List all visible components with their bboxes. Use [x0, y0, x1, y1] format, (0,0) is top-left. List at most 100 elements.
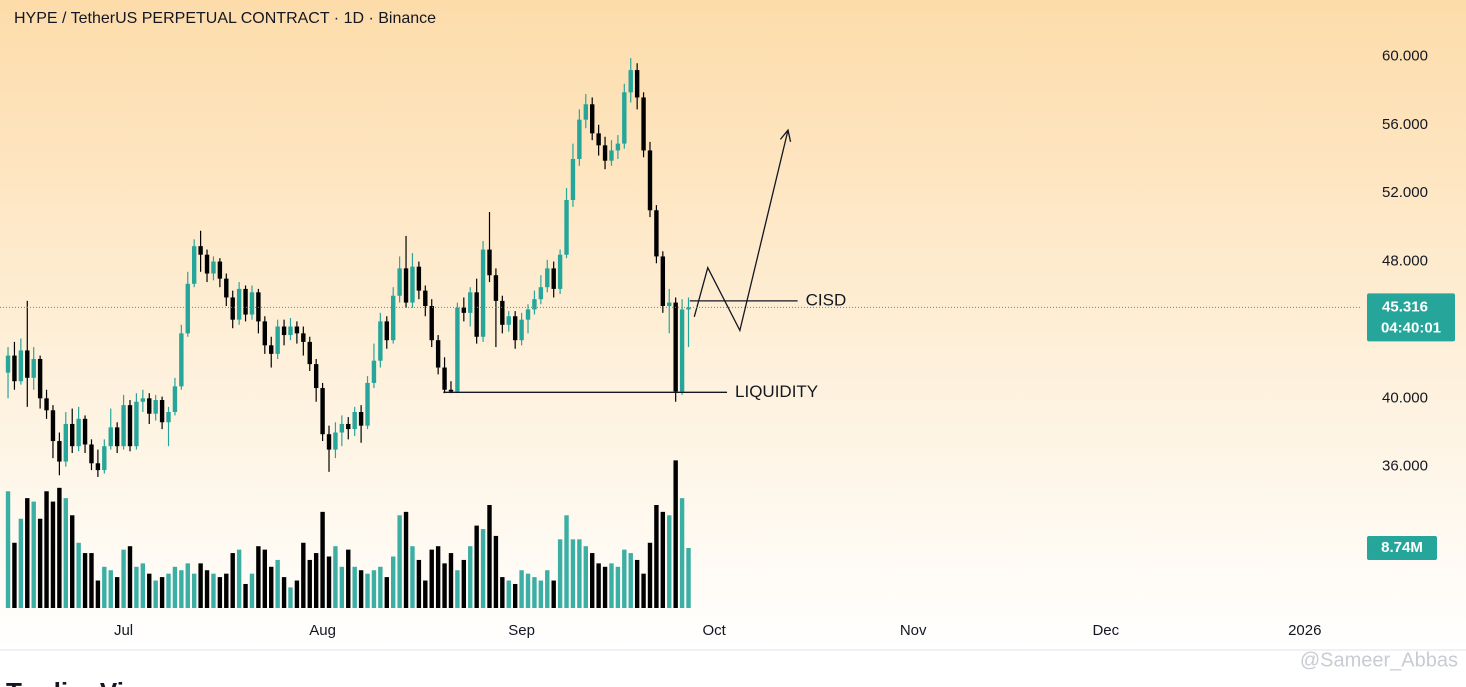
- volume-bar: [429, 549, 434, 608]
- volume-bar: [70, 515, 75, 608]
- volume-bar: [679, 498, 685, 608]
- candle-body: [236, 288, 242, 320]
- candle-body: [63, 423, 69, 462]
- volume-bar: [224, 573, 229, 608]
- y-tick-label: 60.000: [1382, 47, 1428, 64]
- volume-bar: [590, 553, 595, 608]
- candle-body: [455, 307, 460, 392]
- volume-bar: [37, 518, 43, 608]
- x-tick-label: Oct: [703, 622, 727, 639]
- candle-body: [217, 261, 223, 279]
- volume-bar: [557, 539, 563, 608]
- volume-bar: [442, 563, 447, 608]
- volume-bar: [198, 563, 203, 608]
- candle-body: [256, 292, 261, 322]
- volume-bar: [339, 566, 345, 608]
- candle-body: [679, 309, 685, 392]
- volume-bar: [243, 583, 248, 608]
- volume-bar: [384, 577, 389, 608]
- volume-bar: [493, 535, 499, 608]
- candle-body: [70, 423, 75, 447]
- volume-bar: [622, 549, 627, 608]
- footer-logo: TradingView: [6, 677, 159, 687]
- candle-body: [12, 355, 17, 382]
- volume-bar: [127, 546, 133, 608]
- candle-body: [609, 150, 614, 161]
- candle-body: [275, 326, 280, 354]
- y-tick-label: 48.000: [1382, 253, 1428, 270]
- x-tick-label: Jul: [114, 622, 133, 639]
- candle-body: [346, 423, 351, 430]
- volume-label: 8.74M: [1381, 539, 1423, 556]
- candle-body: [95, 463, 101, 471]
- candle-body: [172, 386, 178, 412]
- volume-bar: [545, 570, 550, 608]
- candle-body: [121, 405, 126, 447]
- x-tick-label: 2026: [1288, 622, 1321, 639]
- candle-body: [269, 345, 274, 354]
- candle-body: [384, 321, 389, 341]
- candle-body: [89, 444, 94, 464]
- volume-bar: [82, 553, 88, 608]
- volume-bar: [294, 580, 300, 608]
- candle-body: [468, 292, 473, 313]
- chart-title: HYPE / TetherUS PERPETUAL CONTRACT · 1D …: [14, 10, 436, 27]
- volume-bar: [596, 563, 601, 608]
- volume-bar: [25, 498, 30, 608]
- candle-body: [378, 321, 383, 361]
- candle-body: [326, 434, 332, 450]
- candle-body: [442, 367, 447, 390]
- volume-bar: [455, 570, 460, 608]
- candle-body: [198, 246, 203, 255]
- candle-body: [474, 292, 479, 337]
- volume-bar: [5, 491, 11, 608]
- y-tick-label: 56.000: [1382, 116, 1428, 133]
- volume-bar: [416, 559, 422, 608]
- volume-bar: [468, 546, 473, 608]
- candle-body: [667, 302, 672, 306]
- volume-bar: [211, 573, 216, 608]
- y-tick-label: 40.000: [1382, 389, 1428, 406]
- candle-body: [429, 306, 434, 341]
- volume-bar: [249, 573, 255, 608]
- volume-bar: [371, 570, 377, 608]
- candle-body: [5, 355, 11, 373]
- candle-body: [641, 97, 646, 151]
- candle-body: [634, 70, 640, 98]
- volume-bar: [108, 570, 113, 608]
- candle-body: [114, 427, 120, 447]
- volume-bar: [50, 501, 56, 608]
- volume-bar: [301, 542, 306, 608]
- volume-bar: [609, 563, 614, 608]
- volume-bar: [673, 460, 678, 608]
- y-tick-label: 36.000: [1382, 458, 1428, 475]
- volume-bar: [448, 553, 454, 608]
- volume-bar: [378, 566, 383, 608]
- volume-bar: [480, 529, 486, 608]
- candle-body: [551, 268, 556, 289]
- candle-body: [230, 297, 235, 320]
- candle-body: [185, 283, 190, 334]
- volume-bar: [256, 546, 261, 608]
- volume-bar: [423, 580, 428, 608]
- volume-bar: [551, 580, 556, 608]
- countdown: 04:40:01: [1381, 319, 1441, 336]
- candle-body: [500, 300, 505, 325]
- candle-body: [50, 410, 56, 442]
- volume-bar: [667, 515, 672, 608]
- volume-bar: [121, 549, 126, 608]
- volume-bar: [44, 491, 49, 608]
- candle-body: [590, 104, 595, 134]
- candle-body: [493, 275, 499, 301]
- candle-body: [686, 307, 691, 310]
- volume-bar: [114, 577, 120, 608]
- volume-bar: [185, 563, 190, 608]
- candle-body: [564, 200, 569, 255]
- candle-body: [673, 302, 678, 392]
- volume-bar: [461, 559, 467, 608]
- volume-bar: [512, 583, 518, 608]
- candle-body: [570, 158, 576, 201]
- candle-body: [448, 389, 454, 392]
- volume-bar: [391, 556, 396, 608]
- volume-bar: [615, 566, 621, 608]
